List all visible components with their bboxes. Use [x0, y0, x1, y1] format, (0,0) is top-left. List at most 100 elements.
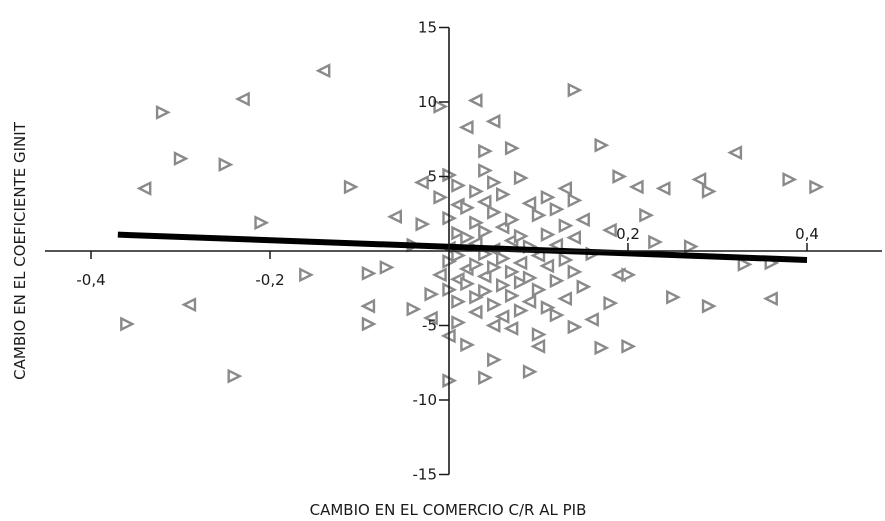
scatter-point — [460, 276, 476, 292]
y-tick-label: 5 — [427, 168, 437, 186]
scatter-point — [567, 319, 583, 335]
scatter-point — [467, 304, 483, 320]
scatter-point — [530, 338, 546, 354]
scatter-point — [666, 289, 681, 305]
scatter-point — [558, 252, 574, 268]
scatter-point — [639, 207, 655, 223]
scatter-point — [406, 301, 422, 317]
scatter-point — [691, 172, 707, 187]
scatter-point — [612, 169, 628, 184]
scatter-point — [387, 209, 402, 225]
scatter-point — [360, 298, 376, 314]
scatter-point — [451, 225, 467, 241]
scatter-point — [584, 312, 599, 327]
scatter-point — [531, 326, 547, 342]
scatter-point — [594, 137, 610, 153]
scatter-point — [763, 291, 778, 307]
scatter-point — [478, 143, 493, 159]
scatter-point — [496, 186, 511, 202]
scatter-point — [487, 259, 502, 275]
scatter-point — [120, 316, 135, 332]
scatter-point — [567, 264, 583, 280]
scatter-point — [513, 274, 529, 290]
scatter-point — [513, 303, 529, 319]
scatter-point — [522, 364, 538, 380]
scatter-points — [120, 63, 825, 389]
scatter-point — [361, 265, 377, 281]
scatter-point — [451, 248, 467, 263]
scatter-point — [478, 370, 493, 386]
scatter-point — [476, 194, 492, 210]
scatter-point — [567, 192, 583, 208]
scatter-point — [575, 212, 590, 228]
scatter-point — [648, 234, 664, 250]
y-tick-label: 15 — [418, 19, 437, 37]
scatter-point — [531, 207, 547, 223]
scatter-point — [513, 170, 529, 186]
scatter-point — [621, 267, 637, 283]
y-tick-label: -5 — [422, 317, 437, 335]
y-tick-label: -10 — [413, 391, 438, 409]
scatter-point — [549, 201, 565, 217]
scatter-point — [343, 179, 359, 195]
scatter-point — [540, 300, 556, 316]
scatter-point — [469, 256, 485, 272]
scatter-point — [460, 230, 476, 246]
scatter-point — [531, 282, 547, 298]
scatter-point — [467, 93, 483, 108]
scatter-point — [737, 256, 753, 272]
scatter-point — [701, 298, 717, 314]
x-tick-label: -0,4 — [76, 271, 105, 289]
scatter-point — [504, 288, 520, 304]
scatter-point — [701, 183, 717, 199]
scatter-point — [540, 189, 556, 205]
scatter-point — [487, 352, 502, 368]
scatter-point — [173, 151, 189, 167]
scatter-point — [628, 179, 644, 195]
scatter-point — [299, 267, 314, 283]
scatter-point — [809, 179, 825, 195]
y-tick-label: -15 — [413, 466, 438, 484]
scatter-point — [522, 270, 538, 286]
scatter-point — [504, 212, 520, 228]
scatter-point — [451, 177, 467, 193]
scatter-point — [478, 224, 493, 240]
scatter-point — [155, 104, 171, 120]
scatter-point — [469, 183, 485, 199]
scatter-point — [254, 215, 270, 231]
scatter-point — [566, 230, 581, 246]
scatter-point — [549, 307, 565, 323]
scatter-point — [503, 321, 519, 336]
scatter-point — [485, 113, 501, 129]
scatter-point — [683, 239, 699, 254]
scatter-point — [460, 337, 476, 353]
scatter-point — [431, 267, 447, 283]
scatter-point — [782, 172, 798, 187]
scatter-point — [727, 145, 743, 161]
scatter-point — [496, 251, 511, 266]
trend-line — [117, 231, 808, 263]
scatter-point — [496, 277, 511, 293]
scatter-point — [513, 228, 529, 244]
scatter-point — [521, 294, 537, 310]
scatter-point — [494, 309, 510, 325]
y-tick-label: 10 — [418, 93, 437, 111]
scatter-point — [540, 227, 556, 243]
scatter-point — [469, 289, 485, 305]
scatter-point — [504, 264, 520, 280]
scatter-point — [539, 258, 555, 274]
scatter-point — [361, 316, 377, 332]
scatter-point — [218, 157, 234, 173]
scatter-point — [576, 279, 592, 295]
scatter-point — [433, 189, 449, 205]
axis-ticks: -15 -10 -5 5 10 15 -0,4 -0,2 0,2 0,4 — [76, 19, 819, 484]
x-tick-label: -0,2 — [255, 271, 284, 289]
scatter-point — [234, 91, 250, 107]
scatter-point — [415, 216, 431, 232]
scatter-point — [413, 175, 429, 190]
scatter-point — [458, 119, 474, 135]
scatter-point — [655, 180, 671, 196]
scatter-point — [315, 63, 331, 79]
scatter-point — [478, 163, 493, 178]
